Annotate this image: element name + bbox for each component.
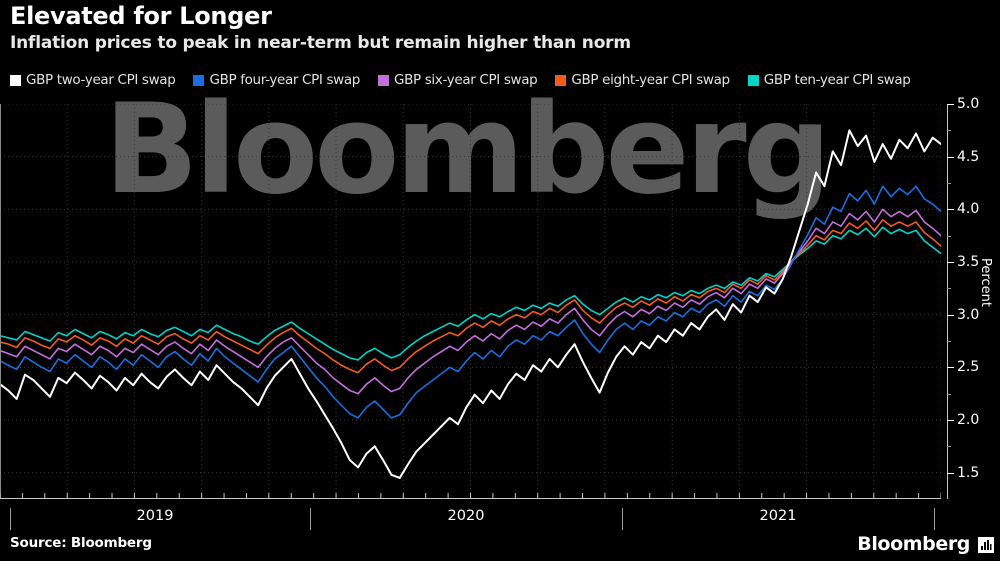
legend-swatch-icon xyxy=(555,74,567,86)
series-line xyxy=(0,129,941,479)
y-tick-label: 2.0 xyxy=(957,412,980,428)
y-minor-tick-mark xyxy=(947,446,951,448)
y-tick-mark xyxy=(947,314,954,316)
legend-swatch-icon xyxy=(377,74,389,86)
legend-item-3[interactable]: GBP eight-year CPI swap xyxy=(555,72,730,88)
bloomberg-logo: Bloomberg xyxy=(857,533,970,555)
legend-label: GBP four-year CPI swap xyxy=(209,72,360,88)
series-line xyxy=(0,219,941,374)
y-minor-tick-mark xyxy=(947,393,951,395)
y-tick-mark xyxy=(947,156,954,158)
chart-header: Elevated for Longer Inflation prices to … xyxy=(0,0,1000,66)
y-tick-label: 3.5 xyxy=(957,254,980,270)
y-minor-tick-mark xyxy=(947,235,951,237)
y-tick-mark xyxy=(947,104,954,105)
x-tick-label: 2021 xyxy=(759,508,797,524)
y-tick-mark xyxy=(947,472,954,474)
legend-label: GBP six-year CPI swap xyxy=(393,72,538,88)
legend-label: GBP two-year CPI swap xyxy=(26,72,176,88)
legend-item-0[interactable]: GBP two-year CPI swap xyxy=(10,72,176,88)
x-tick-label: 2020 xyxy=(447,508,485,524)
y-tick-mark xyxy=(947,367,954,369)
x-axis-separator xyxy=(934,508,935,530)
legend-swatch-icon xyxy=(193,74,205,86)
y-tick-label: 4.0 xyxy=(957,201,980,218)
y-tick-mark xyxy=(947,262,954,263)
page-subtitle: Inflation prices to peak in near-term bu… xyxy=(10,33,631,53)
y-axis-title: Percent xyxy=(978,258,993,307)
x-axis-separator xyxy=(310,508,311,530)
y-minor-tick-mark xyxy=(947,130,951,132)
legend-item-4[interactable]: GBP ten-year CPI swap xyxy=(747,72,911,88)
chart-legend: GBP two-year CPI swap GBP four-year CPI s… xyxy=(10,72,911,88)
x-axis: 2019 2020 2021 xyxy=(0,508,941,532)
legend-label: GBP eight-year CPI swap xyxy=(571,72,730,88)
legend-item-1[interactable]: GBP four-year CPI swap xyxy=(193,72,360,88)
y-minor-tick-mark xyxy=(947,288,951,290)
y-axis: 1.5 2.0 2.5 3.0 3.5 4.0 4.5 5.0 xyxy=(947,96,987,499)
x-tick-label: 2019 xyxy=(136,508,174,524)
x-axis-separator xyxy=(10,508,11,530)
bloomberg-terminal-icon xyxy=(978,537,994,553)
x-axis-separator xyxy=(622,508,623,530)
legend-swatch-icon xyxy=(10,74,21,86)
y-axis-spine xyxy=(947,104,948,499)
chart-canvas xyxy=(0,104,941,499)
legend-item-2[interactable]: GBP six-year CPI swap xyxy=(377,72,538,88)
y-tick-mark xyxy=(947,209,954,211)
legend-label: GBP ten-year CPI swap xyxy=(763,72,911,88)
page-title: Elevated for Longer xyxy=(10,2,272,30)
y-minor-tick-mark xyxy=(947,183,951,184)
legend-swatch-icon xyxy=(747,74,759,86)
plot-area xyxy=(0,104,941,499)
y-tick-label: 5.0 xyxy=(957,96,980,112)
series-line xyxy=(0,208,941,395)
y-tick-label: 2.5 xyxy=(957,359,980,376)
y-tick-label: 1.5 xyxy=(957,464,980,481)
source-label: Source: Bloomberg xyxy=(10,535,152,551)
chart-footer: Source: Bloomberg Bloomberg xyxy=(0,533,1000,561)
series-line xyxy=(0,226,941,361)
y-minor-tick-mark xyxy=(947,341,951,342)
y-tick-label: 4.5 xyxy=(957,148,980,165)
y-tick-label: 3.0 xyxy=(957,306,980,323)
y-tick-mark xyxy=(947,420,954,421)
